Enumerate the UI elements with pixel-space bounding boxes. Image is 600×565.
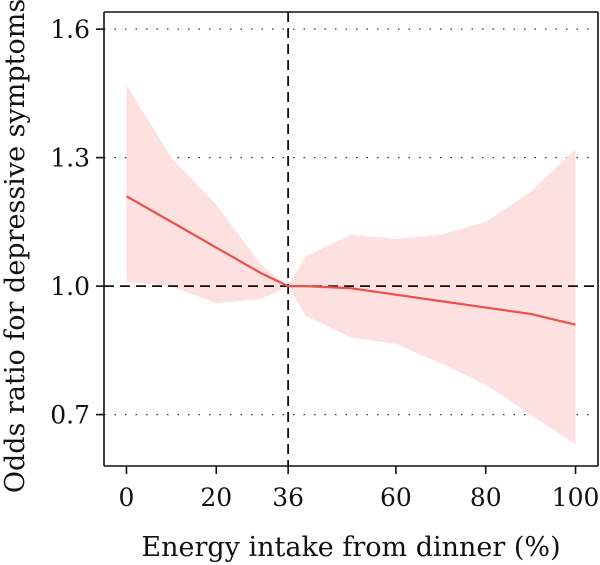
- y-ticks: 0.7 1.0 1.3 1.6: [50, 15, 104, 430]
- reference-lines: [104, 12, 598, 466]
- x-axis-title: Energy intake from dinner (%): [141, 532, 560, 563]
- y-tick-label: 1.6: [50, 15, 90, 44]
- series-line: [125, 195, 576, 326]
- x-tick-label: 80: [470, 483, 502, 512]
- x-tick-label: 0: [119, 483, 135, 512]
- x-tick-label: 60: [380, 483, 412, 512]
- y-tick-label: 1.0: [50, 272, 90, 301]
- x-tick-label: 100: [552, 483, 600, 512]
- x-tick-label: 20: [200, 483, 232, 512]
- y-axis-title: Odds ratio for depressive symptoms: [0, 0, 31, 493]
- y-tick-label: 0.7: [50, 401, 90, 430]
- y-tick-label: 1.3: [50, 144, 90, 173]
- plot-frame: [103, 11, 599, 467]
- confidence-band: [126, 84, 576, 445]
- x-ticks: 0 20 36 60 80 100: [119, 466, 600, 512]
- x-tick-label: 36: [272, 483, 304, 512]
